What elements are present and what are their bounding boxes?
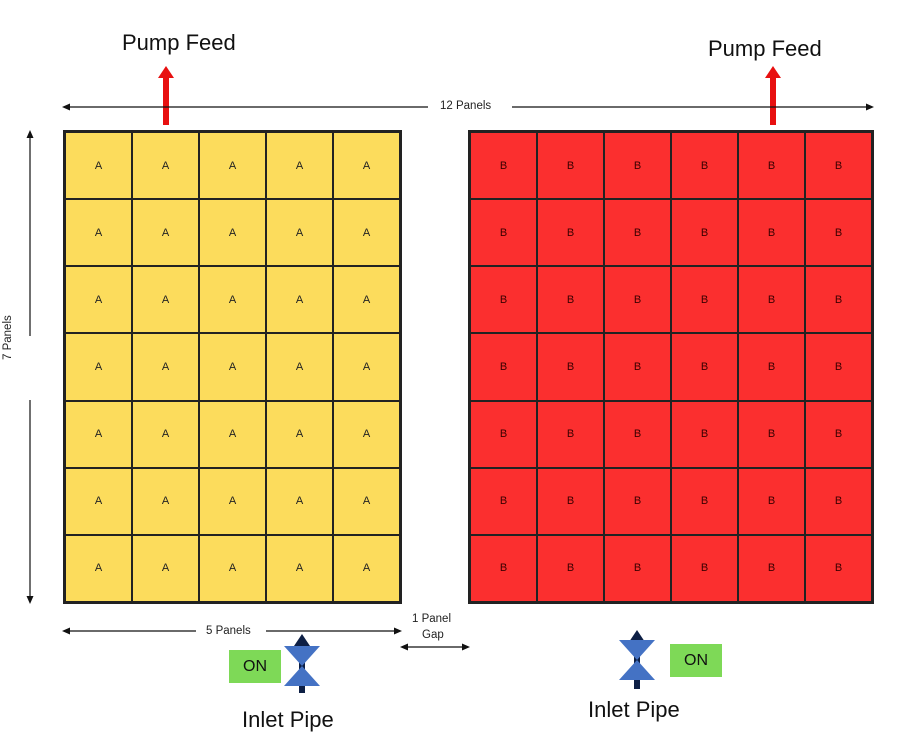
panel-b: B (604, 266, 671, 334)
panel-b: B (805, 132, 872, 200)
panel-b: B (738, 132, 805, 200)
width-total-dimension-line (62, 103, 874, 111)
panel-a: A (199, 333, 266, 401)
panel-a: A (266, 132, 333, 200)
gap-dimension-line (400, 643, 470, 651)
panel-a: A (333, 333, 400, 401)
panel-b: B (671, 467, 738, 535)
width-left-label: 5 Panels (206, 625, 251, 637)
panel-a: A (333, 467, 400, 535)
panel-a: A (65, 199, 132, 267)
panel-b: B (738, 333, 805, 401)
panel-b: B (470, 534, 537, 602)
panel-b: B (671, 534, 738, 602)
panel-a: A (199, 467, 266, 535)
panel-a: A (132, 199, 199, 267)
panel-a: A (65, 333, 132, 401)
panel-b: B (738, 467, 805, 535)
panel-b: B (537, 132, 604, 200)
height-total-label: 7 Panels (2, 315, 14, 360)
panel-a: A (333, 534, 400, 602)
inlet-left-label: Inlet Pipe (242, 707, 334, 732)
panel-a: A (333, 266, 400, 334)
panel-b: B (604, 400, 671, 468)
panel-a: A (199, 132, 266, 200)
pump-feed-left-arrow-icon (158, 66, 174, 125)
panel-a: A (266, 199, 333, 267)
panel-b: B (604, 333, 671, 401)
panel-b: B (604, 534, 671, 602)
panel-a: A (132, 400, 199, 468)
panel-a: A (132, 534, 199, 602)
gap-label-line2: Gap (422, 629, 444, 641)
panel-b: B (604, 467, 671, 535)
panel-b: B (738, 534, 805, 602)
panel-a: A (65, 467, 132, 535)
panel-b: B (470, 467, 537, 535)
pump-feed-right-arrow-icon (765, 66, 781, 125)
inlet-right-label: Inlet Pipe (588, 697, 680, 722)
panel-b: B (470, 333, 537, 401)
panel-b: B (805, 333, 872, 401)
panel-a: A (65, 400, 132, 468)
panel-a: A (266, 467, 333, 535)
panel-a: A (65, 132, 132, 200)
panel-b: B (470, 132, 537, 200)
panel-a: A (132, 467, 199, 535)
panel-b: B (470, 199, 537, 267)
panel-b: B (537, 266, 604, 334)
panel-b: B (805, 467, 872, 535)
pump-feed-left-label: Pump Feed (122, 30, 236, 55)
panel-a: A (333, 400, 400, 468)
pump-feed-right-label: Pump Feed (708, 36, 822, 61)
panel-a: A (199, 534, 266, 602)
panel-b: B (671, 199, 738, 267)
panel-a: A (333, 132, 400, 200)
panel-a: A (333, 199, 400, 267)
panel-b: B (537, 333, 604, 401)
panel-a: A (266, 333, 333, 401)
panel-a: A (132, 266, 199, 334)
panel-b: B (671, 266, 738, 334)
panel-a: A (266, 266, 333, 334)
height-total-dimension-line (26, 130, 34, 604)
panel-b: B (738, 199, 805, 267)
panel-a: A (266, 534, 333, 602)
panel-b: B (470, 266, 537, 334)
panel-a: A (65, 534, 132, 602)
panel-b: B (671, 400, 738, 468)
panel-a: A (132, 132, 199, 200)
panel-a: A (199, 400, 266, 468)
gap-label-line1: 1 Panel (412, 613, 452, 625)
panel-b: B (537, 199, 604, 267)
panel-b: B (537, 467, 604, 535)
panel-b: B (805, 534, 872, 602)
width-left-dimension-line (62, 627, 402, 635)
panel-b: B (537, 400, 604, 468)
panel-b: B (738, 266, 805, 334)
panel-b: B (604, 199, 671, 267)
valve-left-icon (284, 646, 320, 686)
panel-a: A (65, 266, 132, 334)
panel-b: B (671, 333, 738, 401)
panel-a: A (199, 199, 266, 267)
on-badge-left: ON (229, 650, 281, 683)
panel-b: B (537, 534, 604, 602)
panel-a: A (266, 400, 333, 468)
panel-b: B (604, 132, 671, 200)
valve-right-icon (619, 640, 655, 680)
panel-b: B (805, 199, 872, 267)
panel-a: A (199, 266, 266, 334)
panel-b: B (470, 400, 537, 468)
panel-a: A (132, 333, 199, 401)
panel-b: B (671, 132, 738, 200)
panel-b: B (805, 400, 872, 468)
width-total-label: 12 Panels (440, 100, 492, 112)
on-badge-right: ON (670, 644, 722, 677)
panel-b: B (805, 266, 872, 334)
panel-b: B (738, 400, 805, 468)
